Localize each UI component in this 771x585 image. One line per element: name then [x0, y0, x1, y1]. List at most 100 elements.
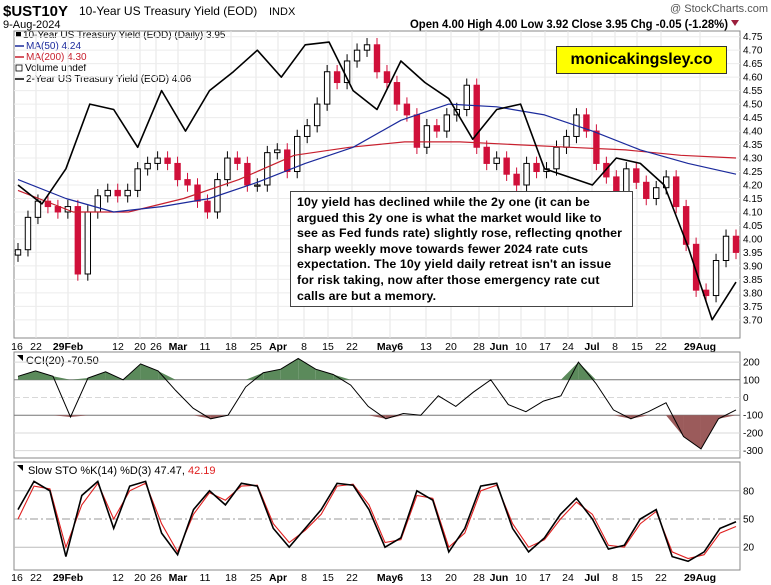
y-tick-label: 4.00 — [743, 234, 763, 245]
stochastic-panel: Slow STO %K(14) %D(3) 47.47, 42.19 80 50 2… — [11, 461, 755, 584]
y-tick-label: 4.55 — [743, 86, 763, 97]
x-tick-label: 29Aug — [684, 341, 716, 353]
x-tick-label: 26 — [150, 572, 162, 584]
legend-item-ma50: MA(50) 4.24 — [15, 41, 81, 52]
legend-label: MA(200) 4.30 — [26, 52, 87, 63]
candle — [383, 65, 391, 90]
candle-body — [174, 162, 181, 181]
candle — [84, 205, 92, 281]
legend-item-volume: Volume undef — [15, 63, 86, 74]
candle — [54, 199, 62, 219]
x-tick-label: Apr — [269, 341, 287, 353]
y-tick-label: 3.90 — [743, 261, 763, 272]
candle-body — [164, 157, 171, 164]
candle — [104, 183, 111, 203]
y-tick-label: 4.20 — [743, 181, 763, 192]
x-tick-label: 11 — [200, 572, 211, 584]
y-tick-label: 4.40 — [743, 127, 763, 138]
y-tick-label: 4.30 — [743, 154, 763, 165]
candle-body — [14, 249, 22, 256]
sto-plot: 80 50 20 — [14, 480, 755, 563]
cci-overbought-fill — [53, 376, 71, 380]
candle-body — [74, 206, 82, 275]
candle-body — [254, 184, 261, 187]
cci-oversold-fill — [70, 415, 89, 418]
cci-panel: CCI(20) -70.50 200 100 0 -100 -200 -300 — [13, 351, 763, 459]
sto-k-line — [17, 480, 737, 563]
cci-overbought-fill — [140, 363, 159, 380]
x-tick-label: 28 — [473, 572, 485, 584]
x-tick-label: 8 — [301, 341, 307, 353]
x-tick-label: 16 — [11, 572, 23, 584]
legend-swatch — [16, 32, 21, 37]
x-tick-label: Jun — [490, 572, 509, 584]
bottom-x-axis: 16 22 29Feb 12 20 26 Mar 11 18 25 Apr 8 15 22 May6 13 20… — [11, 572, 716, 584]
legend-item-ma200: MA(200) 4.30 — [15, 52, 87, 63]
candle — [653, 180, 660, 206]
candle-body — [323, 71, 331, 105]
candle — [463, 78, 470, 117]
x-tick-label: 18 — [225, 572, 237, 584]
candle — [114, 183, 121, 203]
x-tick-label: 8 — [301, 572, 307, 584]
candle-body — [583, 114, 590, 132]
candle — [74, 199, 82, 281]
candle-body — [643, 181, 650, 199]
x-tick-label: 25 — [250, 341, 262, 353]
legend-label: 10-Year US Treasury Yield (EOD) (Daily) … — [23, 30, 226, 41]
candle-body — [553, 146, 560, 170]
candle — [513, 167, 520, 192]
candle — [303, 118, 311, 144]
legend-item-10y: 10-Year US Treasury Yield (EOD) (Daily) … — [16, 30, 226, 41]
cci-tick-label: 100 — [743, 375, 760, 386]
candle-body — [264, 152, 271, 186]
candle — [24, 210, 32, 257]
candle — [154, 151, 161, 171]
candle — [633, 162, 640, 190]
candle — [473, 78, 480, 154]
candle — [503, 151, 510, 181]
candle — [184, 172, 191, 192]
candle-body — [363, 44, 371, 51]
y-tick-label: 4.35 — [743, 140, 763, 151]
candle-body — [672, 176, 680, 208]
candle — [553, 140, 560, 176]
candle — [712, 253, 720, 303]
candle-body — [114, 189, 121, 197]
x-tick-label: 20 — [134, 572, 146, 584]
legend-swatch — [15, 64, 23, 72]
candle-body — [513, 173, 520, 186]
candle — [254, 178, 261, 192]
cci-oversold-fill — [665, 415, 684, 437]
candle-body — [692, 243, 700, 291]
x-tick-label: 28 — [473, 341, 485, 353]
candle — [284, 143, 291, 179]
cci-overbought-fill — [298, 358, 316, 380]
candle-body — [104, 189, 111, 197]
x-tick-label: 22 — [30, 341, 42, 353]
candle-body — [383, 71, 391, 84]
candle — [722, 229, 730, 268]
sto-panel-frame — [13, 461, 741, 571]
candle-body — [403, 103, 411, 116]
x-tick-label: Jun — [490, 341, 509, 353]
y-tick-label: 4.50 — [743, 100, 763, 111]
candle — [144, 156, 151, 176]
y-tick-label: 3.85 — [743, 275, 763, 286]
x-tick-label: 22 — [655, 572, 667, 584]
y-tick-label: 3.95 — [743, 248, 763, 259]
candle — [672, 170, 680, 214]
x-tick-label: 16 — [11, 341, 23, 353]
sto-tick-label: 80 — [743, 486, 755, 497]
y-tick-label: 4.70 — [743, 46, 763, 57]
x-tick-label: 24 — [562, 572, 574, 584]
x-tick-label: 10 — [515, 572, 527, 584]
candle-body — [284, 149, 291, 173]
candle — [643, 175, 650, 206]
x-tick-label: Jul — [584, 341, 599, 353]
legend-label: Volume undef — [25, 63, 86, 74]
candle-body — [303, 125, 311, 137]
x-tick-label: 29Feb — [53, 572, 83, 584]
candle — [423, 118, 431, 154]
